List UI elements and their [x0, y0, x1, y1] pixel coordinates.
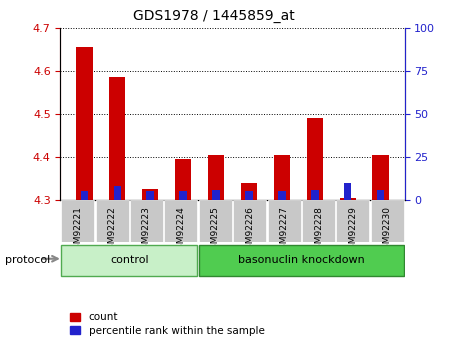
Bar	[146, 191, 154, 200]
Text: GSM92225: GSM92225	[211, 206, 220, 255]
Text: control: control	[110, 255, 149, 265]
Text: GSM92229: GSM92229	[348, 206, 358, 255]
Bar	[113, 186, 121, 200]
Bar	[336, 200, 370, 242]
Text: basonuclin knockdown: basonuclin knockdown	[238, 255, 365, 265]
Bar	[267, 200, 301, 242]
Bar	[61, 200, 94, 242]
Bar	[339, 198, 356, 200]
Bar	[306, 118, 323, 200]
Bar	[199, 200, 232, 242]
Text: GSM92223: GSM92223	[142, 206, 151, 255]
Bar	[80, 191, 88, 200]
Bar	[311, 190, 319, 200]
Bar	[372, 155, 389, 200]
Text: GSM92224: GSM92224	[176, 206, 186, 255]
Legend: count, percentile rank within the sample: count, percentile rank within the sample	[66, 308, 269, 340]
Bar	[208, 155, 224, 200]
Text: GSM92227: GSM92227	[279, 206, 289, 255]
Bar	[233, 200, 266, 242]
Text: protocol: protocol	[5, 256, 50, 265]
Bar	[179, 191, 187, 200]
Bar	[130, 200, 163, 242]
Bar	[76, 47, 93, 200]
Bar	[95, 200, 129, 242]
Bar	[175, 159, 191, 200]
Bar	[164, 200, 198, 242]
Bar	[278, 191, 286, 200]
Text: GSM92226: GSM92226	[245, 206, 254, 255]
Bar	[344, 183, 352, 200]
Bar	[199, 245, 404, 276]
Bar	[245, 191, 252, 200]
Text: GSM92230: GSM92230	[383, 206, 392, 255]
Bar	[109, 77, 126, 200]
Bar	[371, 200, 404, 242]
Bar	[377, 190, 385, 200]
Bar	[61, 245, 198, 276]
Text: GSM92222: GSM92222	[107, 206, 117, 255]
Text: GDS1978 / 1445859_at: GDS1978 / 1445859_at	[133, 9, 295, 23]
Bar	[213, 190, 220, 200]
Bar	[241, 183, 257, 200]
Text: GSM92228: GSM92228	[314, 206, 323, 255]
Bar	[302, 200, 335, 242]
Bar	[142, 189, 159, 200]
Bar	[274, 155, 290, 200]
Text: GSM92221: GSM92221	[73, 206, 82, 255]
